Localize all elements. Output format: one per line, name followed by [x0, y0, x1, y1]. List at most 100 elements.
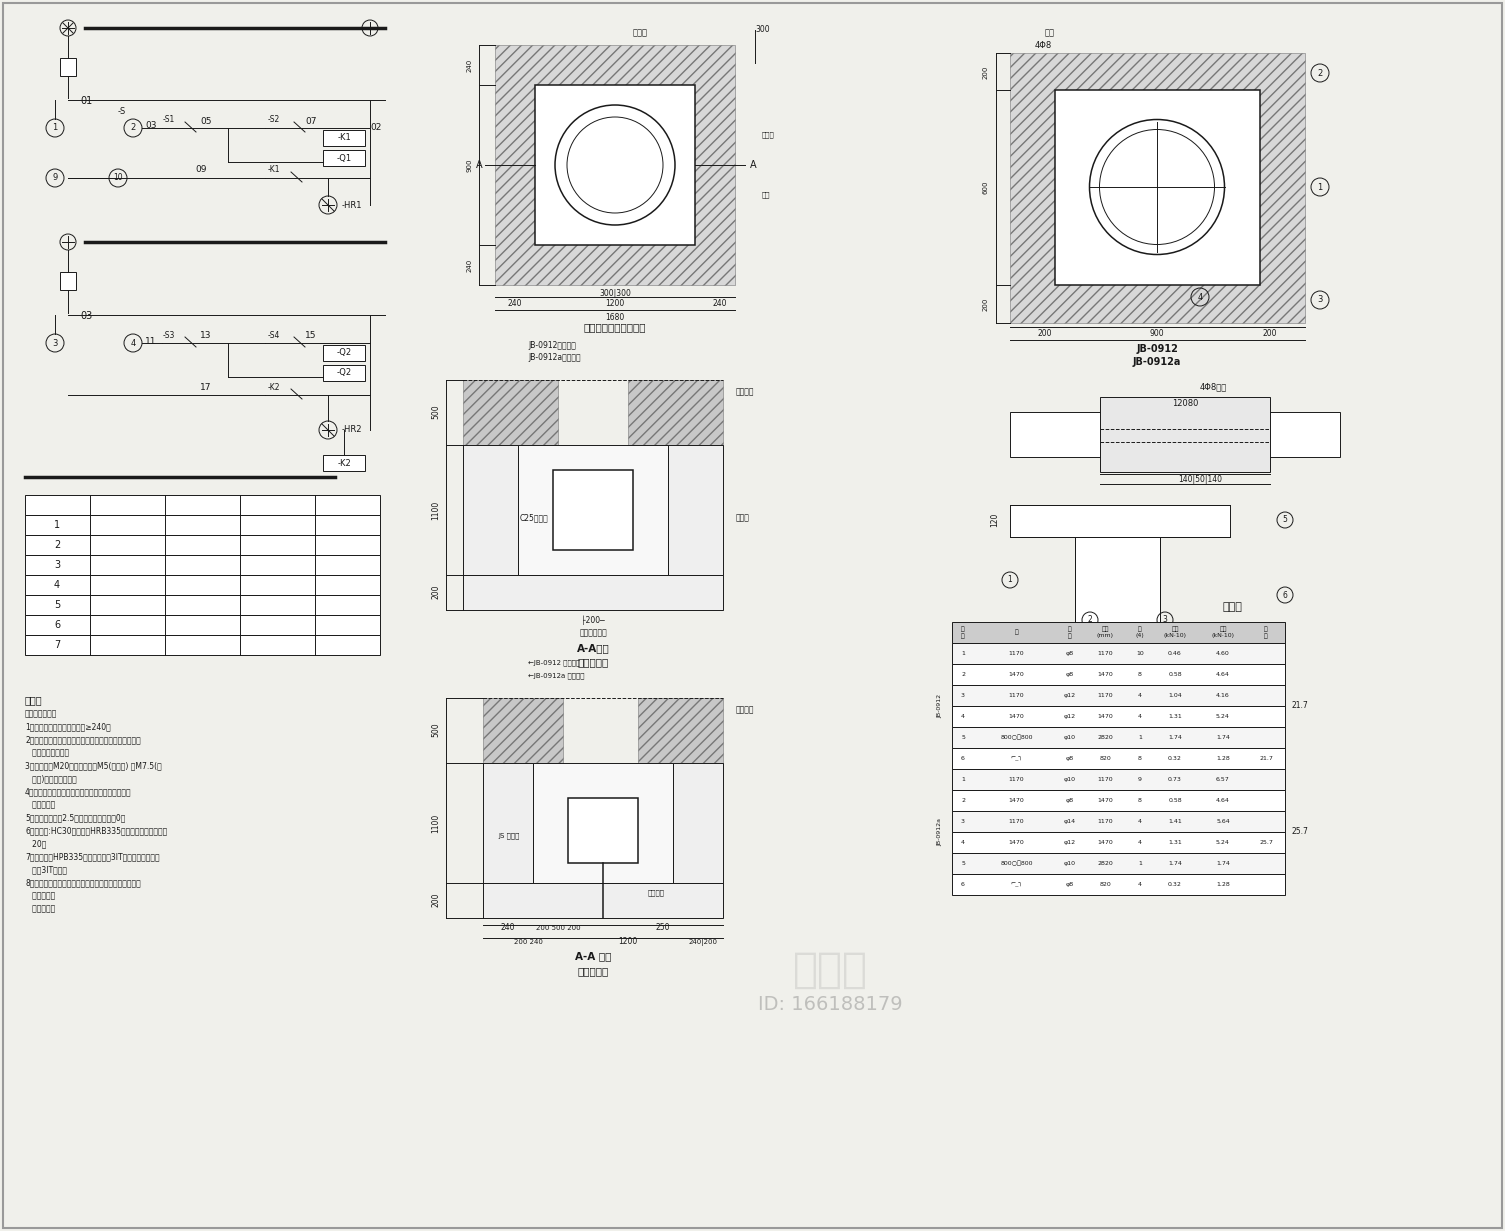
- Text: 1: 1: [962, 777, 965, 782]
- Bar: [324, 455, 366, 471]
- Text: 2: 2: [1317, 69, 1323, 78]
- Text: φ8: φ8: [1066, 756, 1075, 761]
- Text: 200: 200: [1263, 329, 1278, 337]
- Text: 6: 6: [54, 620, 60, 630]
- Text: φ8: φ8: [1066, 651, 1075, 656]
- Text: 8: 8: [1138, 798, 1142, 803]
- Text: -S: -S: [117, 107, 126, 117]
- Bar: [953, 684, 1285, 707]
- Text: 11: 11: [144, 336, 157, 346]
- Text: 基垫: 基垫: [762, 192, 771, 198]
- Text: A-A剖面: A-A剖面: [576, 643, 610, 652]
- Text: 2820: 2820: [1097, 735, 1112, 740]
- Text: 2: 2: [962, 798, 965, 803]
- Text: -Q1: -Q1: [337, 154, 352, 162]
- Bar: [26, 495, 379, 515]
- Text: 1200: 1200: [619, 938, 638, 947]
- Bar: [552, 470, 634, 550]
- Text: ├200─: ├200─: [581, 616, 605, 625]
- Text: 7、吊钩采用HPB335钢管，不等冷3IT，并改为划弧泥浆: 7、吊钩采用HPB335钢管，不等冷3IT，并改为划弧泥浆: [26, 853, 160, 862]
- Text: 200: 200: [983, 298, 989, 310]
- Bar: [1100, 398, 1270, 471]
- Text: -Q2: -Q2: [337, 348, 352, 357]
- Text: ←JB-0912 相关方向: ←JB-0912 相关方向: [528, 660, 581, 666]
- Text: φ12: φ12: [1064, 714, 1076, 719]
- Text: ←JB-0912a 相关方向: ←JB-0912a 相关方向: [528, 672, 584, 680]
- Text: 1: 1: [1138, 860, 1142, 865]
- Text: 140|50|140: 140|50|140: [1178, 474, 1222, 484]
- Bar: [567, 798, 638, 863]
- Bar: [483, 698, 563, 763]
- Text: φ14: φ14: [1064, 819, 1076, 824]
- Text: 21.7: 21.7: [1260, 756, 1273, 761]
- Text: 21.7: 21.7: [1291, 702, 1308, 710]
- Text: 编
号: 编 号: [962, 627, 965, 639]
- Text: 120: 120: [990, 513, 999, 527]
- Bar: [26, 635, 379, 655]
- Bar: [953, 707, 1285, 728]
- Text: 3: 3: [962, 819, 965, 824]
- Bar: [673, 763, 722, 883]
- Text: 1170: 1170: [1008, 777, 1025, 782]
- Text: 240|200: 240|200: [688, 938, 718, 945]
- Text: 箍筋: 箍筋: [1044, 28, 1055, 37]
- Text: 4.16: 4.16: [1216, 693, 1230, 698]
- Text: 1470: 1470: [1097, 714, 1112, 719]
- Text: 10: 10: [113, 174, 123, 182]
- Text: 2、地，天然砼或地面采用素水泥才浆，地下水位较低时: 2、地，天然砼或地面采用素水泥才浆，地下水位较低时: [26, 735, 141, 745]
- Text: 基底准确明细: 基底准确明细: [579, 629, 607, 638]
- Text: 1.74: 1.74: [1168, 860, 1181, 865]
- Text: -HR1: -HR1: [342, 201, 363, 209]
- Text: 1470: 1470: [1008, 840, 1025, 844]
- Text: 1: 1: [1138, 735, 1142, 740]
- Text: 02: 02: [370, 123, 381, 133]
- Text: 1.28: 1.28: [1216, 881, 1230, 888]
- Text: C25混凝土: C25混凝土: [521, 513, 549, 522]
- Text: 斜坡砖砌: 斜坡砖砌: [649, 890, 665, 896]
- Bar: [953, 622, 1285, 643]
- Text: 03: 03: [80, 311, 92, 321]
- Text: 200 500 200: 200 500 200: [536, 924, 581, 931]
- Text: 10: 10: [1136, 651, 1144, 656]
- Text: JB-0912a: JB-0912a: [1133, 357, 1181, 367]
- Text: 4Φ8: 4Φ8: [1035, 41, 1052, 49]
- Bar: [26, 555, 379, 575]
- Bar: [953, 748, 1285, 769]
- Text: 25.7: 25.7: [1291, 827, 1308, 837]
- Bar: [1010, 505, 1230, 537]
- Text: 水泵电缆手孔井平面图: 水泵电缆手孔井平面图: [584, 323, 646, 332]
- Text: 一、子孔井说明: 一、子孔井说明: [26, 709, 57, 719]
- Text: 240: 240: [507, 298, 522, 308]
- Text: 2820: 2820: [1097, 860, 1112, 865]
- Text: ID: 166188179: ID: 166188179: [757, 996, 903, 1014]
- Bar: [26, 595, 379, 616]
- Text: 900: 900: [467, 159, 473, 172]
- Bar: [534, 85, 695, 245]
- Text: 4.64: 4.64: [1216, 798, 1230, 803]
- Bar: [953, 769, 1285, 790]
- Text: 03: 03: [144, 122, 157, 130]
- Text: 1100: 1100: [432, 814, 441, 832]
- Text: 4: 4: [131, 339, 135, 347]
- Bar: [324, 150, 366, 166]
- Text: 0.32: 0.32: [1168, 881, 1181, 888]
- Text: 1170: 1170: [1097, 777, 1112, 782]
- Text: 2: 2: [962, 672, 965, 677]
- Text: 1.31: 1.31: [1168, 714, 1181, 719]
- Text: 820: 820: [1099, 881, 1111, 888]
- Text: φ12: φ12: [1064, 693, 1076, 698]
- Text: 5.24: 5.24: [1216, 714, 1230, 719]
- Text: 4: 4: [962, 714, 965, 719]
- Bar: [483, 763, 533, 883]
- Bar: [464, 444, 518, 575]
- Text: 8: 8: [1138, 672, 1142, 677]
- Text: 1.28: 1.28: [1216, 756, 1230, 761]
- Text: 或二盘孔。: 或二盘孔。: [26, 800, 56, 810]
- Text: 500: 500: [432, 405, 441, 420]
- Text: 07: 07: [306, 117, 316, 126]
- Text: -K2: -K2: [268, 383, 280, 391]
- Text: 800○三800: 800○三800: [1001, 735, 1032, 740]
- Text: 0.58: 0.58: [1168, 672, 1181, 677]
- Text: 8、钢筋调剂：切断，钢筋本中来反映小清楚影响，施工: 8、钢筋调剂：切断，钢筋本中来反映小清楚影响，施工: [26, 879, 141, 888]
- Text: 大利海: 大利海: [793, 949, 867, 991]
